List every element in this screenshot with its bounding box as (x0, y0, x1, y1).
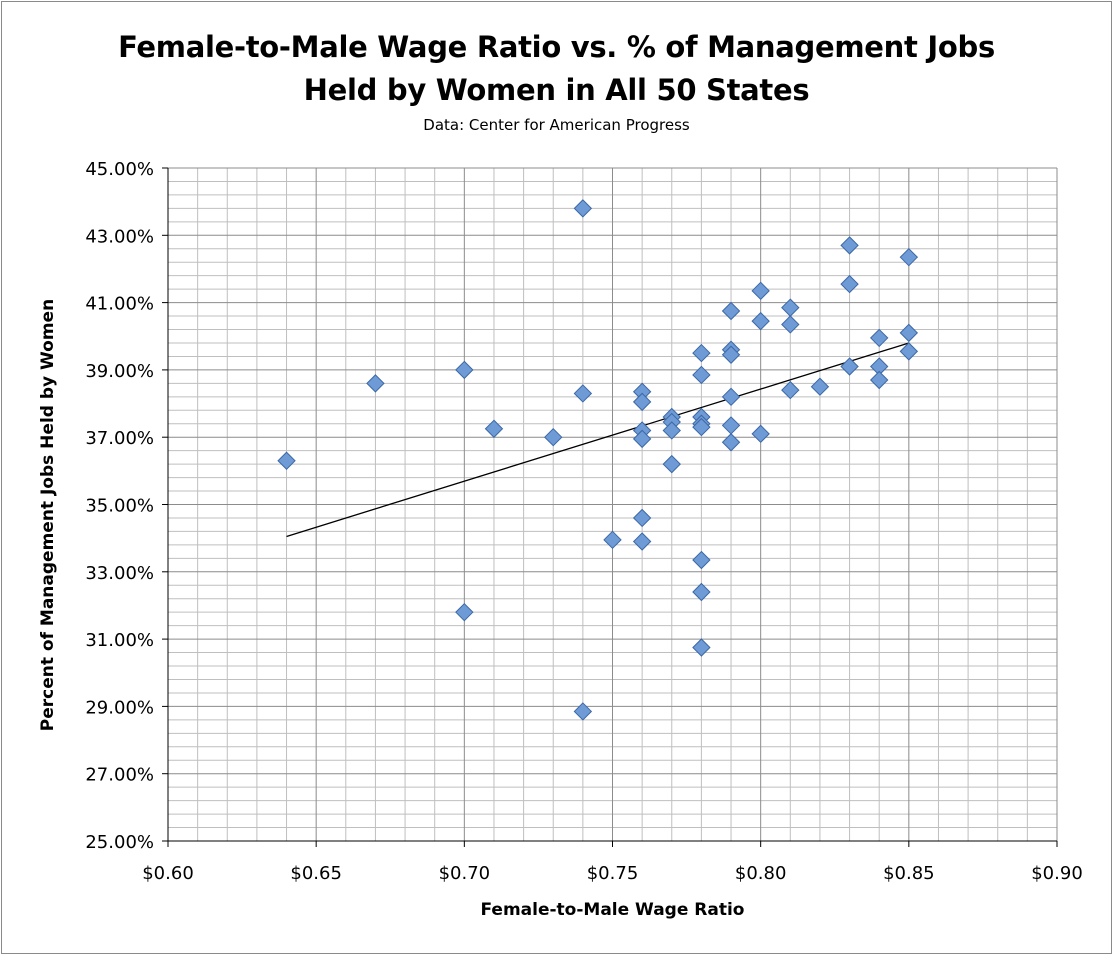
data-point (277, 451, 296, 470)
data-point (721, 345, 741, 364)
data-point (751, 424, 770, 444)
data-point (810, 377, 830, 396)
x-tick-label: $0.70 (439, 863, 491, 884)
data-point (544, 427, 563, 447)
y-tick-label: 25.00% (85, 832, 154, 853)
data-point (721, 387, 741, 407)
data-point (899, 247, 919, 267)
y-tick-label: 41.00% (85, 294, 154, 315)
chart-title-line-1: Female-to-Male Wage Ratio vs. % of Manag… (118, 30, 995, 64)
x-tick-label: $0.90 (1031, 863, 1083, 884)
data-point (662, 421, 681, 440)
data-point (632, 508, 652, 528)
data-point (721, 433, 741, 452)
data-point (632, 429, 652, 449)
x-tick-label: $0.85 (883, 863, 935, 884)
x-tick-label: $0.80 (735, 863, 787, 884)
x-tick-label: $0.65 (290, 863, 342, 884)
trendline-group (286, 342, 910, 538)
x-axis-ticks: $0.60 $0.65 $0.70 $0.75 $0.80 $0.85 $0.90 (142, 841, 1083, 884)
y-tick-label: 29.00% (85, 697, 154, 718)
data-point (662, 454, 681, 474)
data-point (366, 374, 385, 393)
y-tick-label: 31.00% (85, 630, 154, 651)
chart-title: Female-to-Male Wage Ratio vs. % of Manag… (0, 26, 1113, 112)
trendline (286, 342, 910, 538)
x-tick-label: $0.75 (587, 863, 639, 884)
y-tick-label: 43.00% (85, 226, 154, 247)
y-tick-label: 27.00% (85, 765, 154, 786)
data-point (899, 342, 919, 361)
data-point (692, 550, 711, 570)
y-axis-ticks: 25.00% 27.00% 29.00% 31.00% 33.00% 35.00% 37.0… (85, 159, 168, 853)
major-gridlines (167, 167, 1058, 842)
data-point (721, 301, 741, 321)
y-axis-label: Percent of Management Jobs Held by Women (38, 298, 58, 732)
y-tick-label: 35.00% (85, 496, 154, 517)
data-point (692, 343, 711, 363)
data-point (840, 274, 859, 294)
data-point (869, 328, 889, 348)
y-tick-label: 37.00% (85, 428, 154, 449)
data-point (692, 638, 711, 657)
data-point (632, 392, 652, 412)
data-point (840, 236, 859, 255)
data-point (484, 419, 504, 438)
data-point (869, 370, 889, 390)
data-point (573, 384, 593, 403)
data-point (721, 416, 741, 435)
data-point (751, 281, 770, 301)
chart-subtitle: Data: Center for American Progress (423, 116, 690, 134)
data-point (899, 323, 919, 343)
data-point (603, 530, 622, 550)
data-point (751, 311, 770, 331)
data-point (692, 365, 711, 385)
data-point (573, 702, 593, 721)
data-point (455, 360, 474, 380)
data-point (692, 417, 711, 437)
y-tick-label: 45.00% (85, 159, 154, 180)
data-point (573, 199, 593, 218)
data-point (632, 532, 652, 551)
data-points (277, 199, 919, 721)
x-tick-label: $0.60 (142, 863, 194, 884)
x-axis-label: Female-to-Male Wage Ratio (480, 900, 745, 920)
data-point (455, 602, 474, 622)
data-point (692, 582, 711, 602)
y-tick-label: 33.00% (85, 563, 154, 584)
data-point (840, 357, 859, 376)
data-point (781, 380, 800, 400)
y-tick-label: 39.00% (85, 361, 154, 382)
chart-title-line-2: Held by Women in All 50 States (303, 73, 810, 107)
data-point (781, 298, 800, 317)
data-point (781, 315, 800, 334)
